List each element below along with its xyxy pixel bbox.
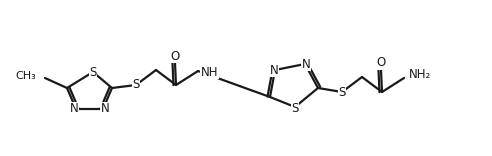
Text: N: N <box>101 102 109 115</box>
Text: S: S <box>132 78 140 92</box>
Text: O: O <box>170 49 180 63</box>
Text: NH: NH <box>201 66 218 78</box>
Text: NH₂: NH₂ <box>409 68 431 81</box>
Text: N: N <box>270 63 278 76</box>
Text: CH₃: CH₃ <box>15 71 36 81</box>
Text: S: S <box>291 102 299 115</box>
Text: S: S <box>338 85 346 98</box>
Text: N: N <box>70 102 78 115</box>
Text: S: S <box>90 66 97 78</box>
Text: O: O <box>376 56 386 70</box>
Text: N: N <box>302 58 310 71</box>
